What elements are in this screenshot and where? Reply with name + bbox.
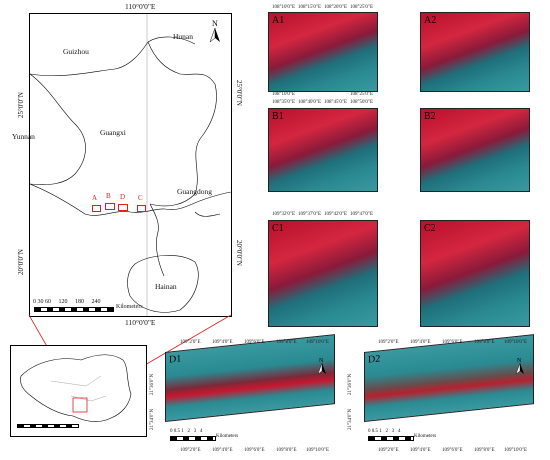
a1-bottom-tick-4: 108°25'0"E — [350, 92, 373, 97]
panel-b1-label: B1 — [272, 111, 284, 122]
region-hainan: Hainan — [155, 282, 177, 291]
a1-top-tick-4: 108°25'0"E — [350, 5, 373, 10]
region-guangxi: Guangxi — [100, 128, 126, 137]
d1-scale-unit: Kilometers — [216, 434, 239, 439]
d2-scale-unit: Kilometers — [414, 434, 437, 439]
d1-north-arrow-icon: N — [317, 358, 326, 375]
d2-bottom-tick-4: 109°8'0"E — [474, 448, 495, 453]
d1-top-tick-3: 109°6'0"E — [244, 340, 265, 345]
d1-top-tick-2: 109°4'0"E — [212, 340, 233, 345]
d1-scale-numbers: 0 0.5 1 2 3 4 — [170, 429, 203, 434]
marker-box-d — [118, 204, 128, 211]
panel-b2: B2 — [420, 108, 530, 192]
scale-unit: Kilometers — [116, 304, 143, 310]
d2-bottom-tick-5: 109°10'0"E — [504, 448, 527, 453]
panel-a1: A1 — [268, 12, 378, 92]
panel-b1: B1 — [268, 108, 378, 192]
d2-left-lat-1: 21°36'0"N — [348, 373, 353, 395]
marker-label-a: A — [92, 194, 98, 202]
main-top-lon: 110°0'0"E — [125, 2, 156, 11]
c1-top-tick-3: 109°42'0"E — [324, 212, 347, 217]
d2-scale-bar — [368, 436, 414, 441]
marker-box-b — [105, 203, 115, 210]
panel-d2-label: D2 — [368, 353, 381, 366]
d2-scale-numbers: 0 0.5 1 2 3 4 — [368, 429, 401, 434]
d2-top-tick-2: 109°4'0"E — [410, 340, 431, 345]
main-map-boundaries — [30, 14, 231, 316]
d1-scale-bar — [170, 436, 216, 441]
a1-top-tick-3: 108°20'0"E — [324, 5, 347, 10]
a1-top-tick-2: 108°15'0"E — [298, 5, 321, 10]
b1-top-tick-3: 108°45'0"E — [324, 100, 347, 105]
d1-bottom-tick-5: 109°10'0"E — [306, 448, 329, 453]
marker-box-c — [137, 205, 146, 212]
d1-bottom-tick-2: 109°4'0"E — [212, 448, 233, 453]
scale-numbers: 0 30 60 120 180 240 — [33, 299, 101, 305]
svg-text:N: N — [319, 358, 324, 364]
d1-bottom-tick-3: 109°6'0"E — [244, 448, 265, 453]
svg-text:N: N — [212, 19, 218, 28]
d2-top-tick-5: 109°10'0"E — [504, 340, 527, 345]
c1-top-tick-2: 109°37'0"E — [298, 212, 321, 217]
b1-top-tick-1: 108°35'0"E — [272, 100, 295, 105]
d2-top-tick-3: 109°6'0"E — [442, 340, 463, 345]
panel-b2-label: B2 — [424, 111, 436, 122]
inset-scale-bar — [17, 424, 79, 428]
panel-c1-label: C1 — [272, 223, 284, 234]
main-left-lat-bottom: 20°0'0"N — [17, 249, 25, 275]
d1-left-lat-2: 21°34'0"N — [150, 408, 155, 430]
d1-top-tick-4: 109°8'0"E — [276, 340, 297, 345]
d2-bottom-tick-1: 109°2'0"E — [378, 448, 399, 453]
region-yunnan: Yunnan — [12, 132, 35, 141]
main-bottom-lon: 110°0'0"E — [125, 318, 156, 327]
marker-box-a — [92, 205, 101, 212]
china-outline — [20, 354, 132, 422]
d2-north-arrow-icon: N — [515, 358, 524, 375]
panel-a2: A2 — [420, 12, 530, 92]
b1-top-tick-2: 108°40'0"E — [298, 100, 321, 105]
d2-left-lat-2: 21°34'0"N — [348, 408, 353, 430]
d1-top-tick-5: 109°10'0"E — [306, 340, 329, 345]
panel-d1: D1 — [165, 334, 335, 422]
panel-c2: C2 — [420, 220, 530, 327]
a1-top-tick-1: 108°10'0"E — [272, 5, 295, 10]
a1-bottom-tick-1: 108°10'0"E — [272, 92, 295, 97]
d2-bottom-tick-2: 109°4'0"E — [410, 448, 431, 453]
d2-top-tick-4: 109°8'0"E — [474, 340, 495, 345]
region-hunan: Hunan — [173, 32, 193, 41]
main-right-lat-bottom: 20°0'0"N — [235, 240, 243, 266]
panel-c2-label: C2 — [424, 223, 436, 234]
main-map-frame: A B D C Guizhou Hunan Yunnan Guangxi Gua… — [12, 13, 232, 317]
panel-a2-label: A2 — [424, 15, 437, 26]
panel-c1: C1 — [268, 220, 378, 327]
d1-bottom-tick-4: 109°8'0"E — [276, 448, 297, 453]
north-arrow-icon: N — [209, 19, 220, 43]
region-guangdong: Guangdong — [177, 187, 212, 196]
marker-label-c: C — [138, 194, 143, 202]
marker-label-d: D — [120, 193, 126, 201]
d1-left-lat-1: 21°36'0"N — [150, 373, 155, 395]
region-guizhou: Guizhou — [63, 47, 89, 56]
scale-bar — [34, 307, 114, 312]
c1-top-tick-4: 109°47'0"E — [350, 212, 373, 217]
b1-top-tick-4: 108°50'0"E — [350, 100, 373, 105]
panel-a1-label: A1 — [272, 15, 285, 26]
panel-d2: D2 — [364, 334, 534, 422]
d2-bottom-tick-3: 109°6'0"E — [442, 448, 463, 453]
marker-label-b: B — [106, 192, 111, 200]
c1-top-tick-1: 109°32'0"E — [272, 212, 295, 217]
main-left-lat-top: 25°0'0"N — [17, 92, 25, 118]
panel-d1-label: D1 — [169, 353, 182, 366]
d1-bottom-tick-1: 109°2'0"E — [180, 448, 201, 453]
china-inset — [10, 345, 147, 437]
svg-text:N: N — [517, 358, 522, 364]
main-right-lat-top: 25°0'0"N — [235, 80, 243, 106]
d2-top-tick-1: 109°2'0"E — [378, 340, 399, 345]
d1-top-tick-1: 109°2'0"E — [180, 340, 201, 345]
